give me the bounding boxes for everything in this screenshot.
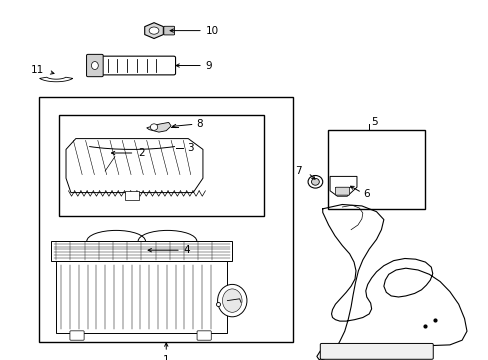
Text: 11: 11 — [31, 65, 44, 75]
Text: 4: 4 — [183, 245, 190, 255]
Text: 8: 8 — [196, 119, 203, 129]
Text: 2: 2 — [138, 148, 144, 158]
Ellipse shape — [222, 289, 242, 312]
FancyBboxPatch shape — [124, 191, 139, 200]
Bar — [327, 130, 425, 209]
FancyBboxPatch shape — [56, 261, 227, 333]
Ellipse shape — [217, 284, 246, 317]
Polygon shape — [66, 139, 203, 193]
Polygon shape — [316, 204, 466, 360]
FancyBboxPatch shape — [197, 331, 211, 340]
FancyBboxPatch shape — [320, 343, 432, 359]
Text: 3: 3 — [186, 143, 193, 153]
Text: 9: 9 — [205, 60, 212, 71]
Ellipse shape — [91, 62, 98, 69]
Text: 6: 6 — [362, 189, 369, 199]
Ellipse shape — [311, 178, 319, 185]
Polygon shape — [329, 176, 356, 196]
Bar — [59, 115, 264, 216]
Polygon shape — [40, 77, 73, 82]
Text: 1: 1 — [163, 355, 169, 360]
Ellipse shape — [307, 175, 322, 188]
FancyBboxPatch shape — [335, 187, 349, 195]
FancyBboxPatch shape — [88, 56, 175, 75]
Text: 7: 7 — [295, 166, 302, 176]
Text: 10: 10 — [205, 26, 218, 36]
FancyBboxPatch shape — [163, 26, 174, 35]
Text: 5: 5 — [371, 117, 378, 127]
Ellipse shape — [149, 27, 159, 34]
Polygon shape — [144, 23, 163, 39]
FancyBboxPatch shape — [86, 54, 103, 77]
FancyBboxPatch shape — [70, 331, 84, 340]
Ellipse shape — [150, 124, 157, 130]
Bar — [39, 97, 293, 342]
FancyBboxPatch shape — [51, 241, 232, 261]
Polygon shape — [146, 122, 171, 132]
